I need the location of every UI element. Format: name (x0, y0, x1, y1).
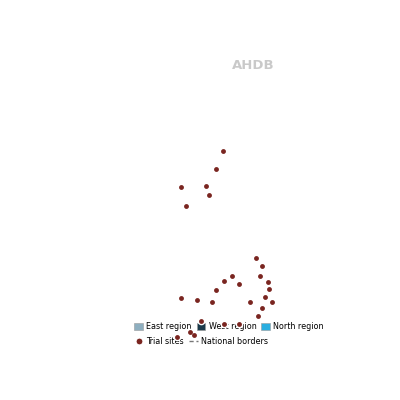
Legend: Trial sites, National borders: Trial sites, National borders (132, 335, 270, 349)
Text: AHDB: AHDB (232, 59, 274, 72)
